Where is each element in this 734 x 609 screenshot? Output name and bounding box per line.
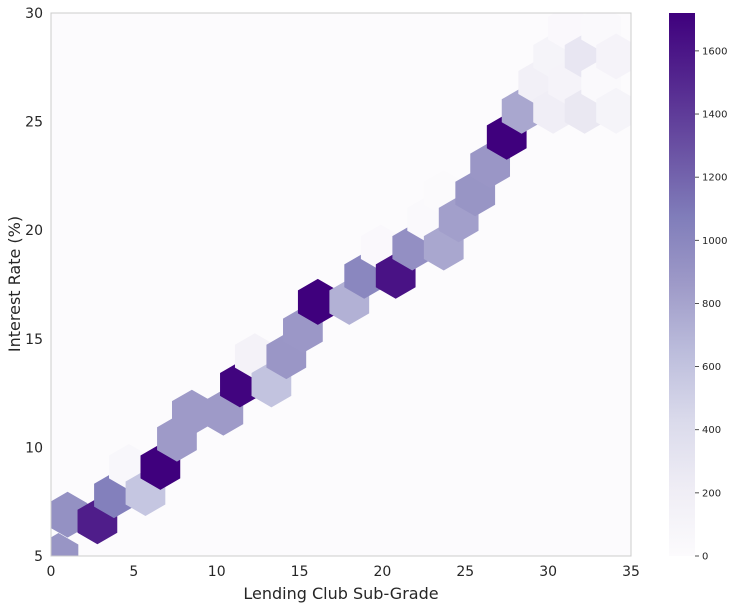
y-tick-label: 25 (25, 115, 43, 131)
hexbin-cell (297, 278, 338, 325)
colorbar-tick-label: 1600 (702, 46, 727, 57)
x-axis-ticks: 0 5 10 15 20 25 30 35 (47, 564, 640, 580)
x-tick-label: 25 (456, 564, 474, 580)
x-tick-label: 35 (622, 564, 640, 580)
x-tick-label: 5 (129, 564, 138, 580)
y-tick-label: 20 (25, 223, 43, 239)
colorbar: 0 200 400 600 800 1000 1200 1400 1600 (669, 13, 727, 563)
x-tick-label: 20 (374, 564, 392, 580)
y-axis-title: Interest Rate (%) (5, 216, 24, 352)
hexbin-cell (171, 389, 212, 436)
colorbar-tick-label: 0 (702, 552, 708, 563)
y-axis-ticks: 5 10 15 20 25 30 (25, 6, 43, 565)
colorbar-tick-label: 1000 (702, 236, 727, 247)
hexbin-cell (596, 87, 631, 134)
y-tick-label: 5 (34, 549, 43, 565)
x-axis-title: Lending Club Sub-Grade (243, 584, 438, 603)
hexbin-cell (596, 33, 631, 80)
plot-frame (50, 12, 632, 557)
x-tick-label: 0 (47, 564, 56, 580)
y-tick-label: 10 (25, 440, 43, 456)
x-tick-label: 30 (539, 564, 557, 580)
colorbar-gradient (669, 13, 695, 556)
hexbin-layer (51, 13, 631, 556)
y-tick-label: 30 (25, 6, 43, 22)
colorbar-ticks: 0 200 400 600 800 1000 1200 1400 1600 (695, 46, 727, 563)
colorbar-tick-label: 1200 (702, 173, 727, 184)
colorbar-tick-label: 800 (702, 299, 721, 310)
colorbar-tick-label: 1400 (702, 110, 727, 121)
colorbar-tick-label: 400 (702, 425, 721, 436)
hexbin-cell (51, 533, 79, 556)
colorbar-tick-label: 200 (702, 488, 721, 499)
x-tick-label: 10 (208, 564, 226, 580)
x-tick-label: 15 (291, 564, 309, 580)
y-tick-label: 15 (25, 332, 43, 348)
colorbar-tick-label: 600 (702, 362, 721, 373)
